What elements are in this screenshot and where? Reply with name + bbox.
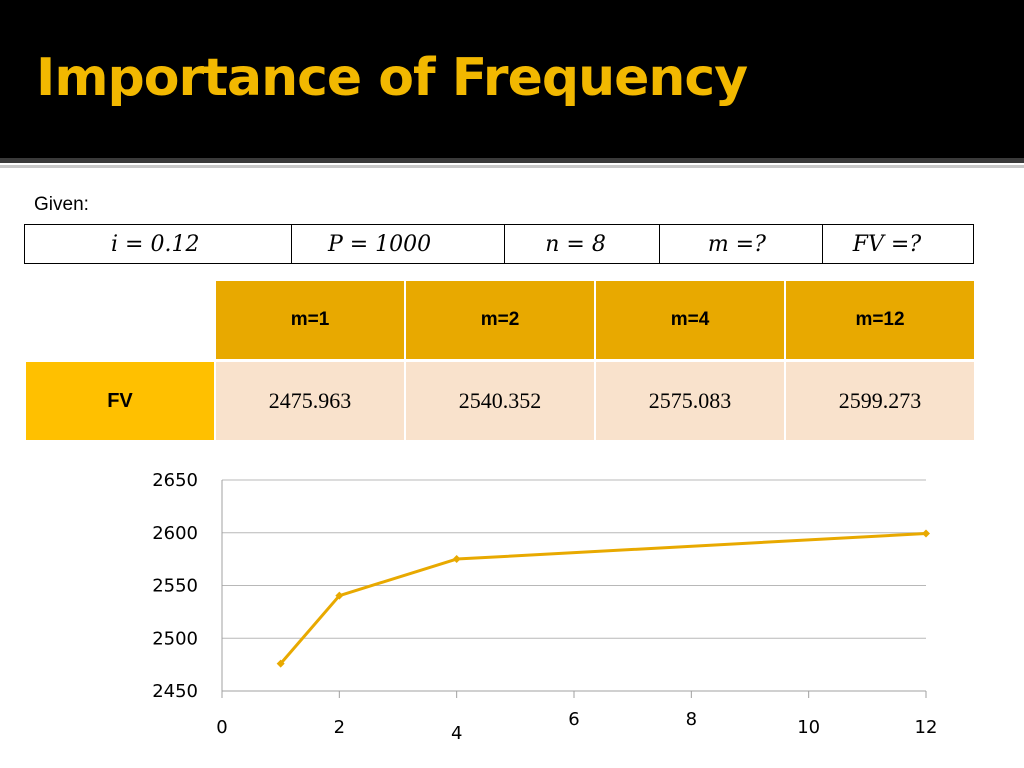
fv-series-line (279, 532, 927, 665)
y-tick-label: 2550 (152, 576, 198, 597)
y-tick-label: 2450 (152, 681, 198, 702)
x-tick-label: 12 (915, 717, 938, 738)
given-years: n = 8 (504, 224, 660, 264)
y-tick-label: 2500 (152, 628, 198, 649)
y-tick-label: 2600 (152, 523, 198, 544)
given-table: i = 0.12 P = 1000 n = 8 m =? FV =? (24, 224, 975, 264)
fv-value-m2: 2540.352 (406, 362, 594, 440)
fv-header-m12: m=12 (786, 281, 974, 362)
x-tick-label: 0 (216, 717, 227, 738)
given-label: Given: (34, 194, 89, 215)
x-tick-label: 10 (797, 717, 820, 738)
fv-data-point (922, 529, 930, 538)
x-tick-label: 2 (334, 717, 345, 738)
fv-header-m4: m=4 (596, 281, 784, 362)
title-divider-light (0, 165, 1024, 168)
fv-header-m2: m=2 (406, 281, 594, 362)
fv-table: m=1 m=2 m=4 m=12 FV 2475.963 2540.352 25… (24, 281, 976, 440)
given-frequency: m =? (658, 224, 823, 264)
fv-value-m4: 2575.083 (596, 362, 784, 440)
given-principal: P = 1000 (290, 224, 506, 264)
title-bar: Importance of Frequency (0, 0, 1024, 158)
x-tick-label: 6 (568, 709, 579, 730)
fv-table-corner (26, 281, 214, 362)
x-tick-label: 4 (451, 723, 462, 744)
fv-row-label: FV (26, 362, 214, 440)
y-tick-label: 2650 (152, 470, 198, 491)
fv-header-m1: m=1 (216, 281, 404, 362)
given-future-value: FV =? (821, 224, 975, 264)
title-divider (0, 158, 1024, 163)
fv-data-point (335, 591, 344, 600)
fv-line-chart: 2450 2500 2550 2600 2650 0 2 4 6 8 10 12 (152, 470, 938, 744)
fv-value-m12: 2599.273 (786, 362, 974, 440)
x-tick-label: 8 (686, 709, 697, 730)
given-interest-rate: i = 0.12 (24, 224, 292, 264)
fv-data-point (452, 555, 461, 564)
slide-title: Importance of Frequency (36, 48, 748, 108)
fv-data-point (276, 659, 285, 668)
fv-value-m1: 2475.963 (216, 362, 404, 440)
